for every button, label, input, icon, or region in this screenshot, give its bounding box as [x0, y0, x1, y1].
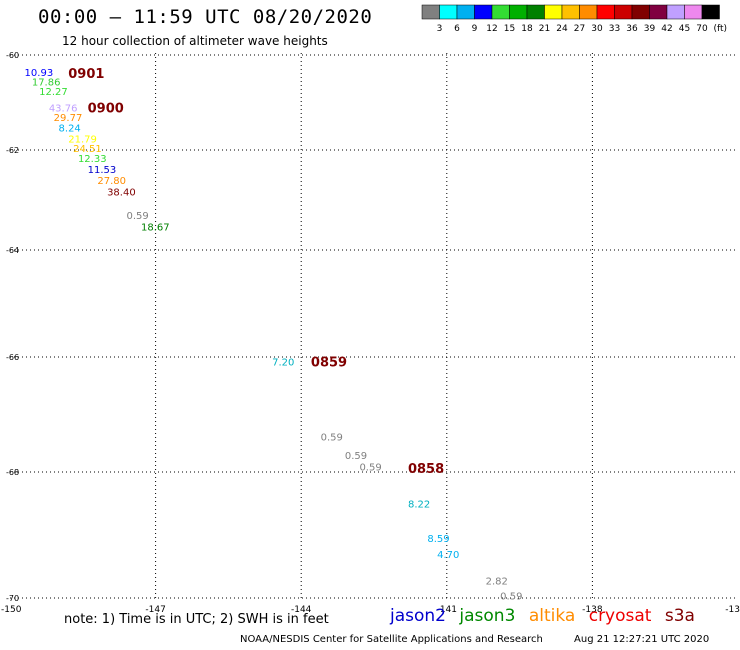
- data-point-label: 4.70: [437, 550, 459, 561]
- data-point-label: 12.27: [39, 87, 68, 98]
- legend-item-jason3: jason3: [459, 606, 516, 626]
- footer-timestamp: Aug 21 12:27:21 UTC 2020: [574, 634, 710, 645]
- x-tick-label: -147: [145, 605, 165, 612]
- x-tick-label: -144: [291, 605, 312, 612]
- data-point-label: 17.86: [32, 78, 61, 89]
- pass-time-label: 0858: [408, 462, 444, 477]
- data-point-label: 0.59: [345, 451, 367, 462]
- footer: NOAA/NESDIS Center for Satellite Applica…: [240, 634, 709, 645]
- data-point-label: 11.53: [88, 165, 117, 176]
- pass-time-label: 0859: [311, 356, 347, 371]
- data-point-label: 0.59: [321, 432, 343, 443]
- data-point-label: 0.59: [126, 211, 148, 222]
- data-point-label: 24.51: [73, 144, 102, 155]
- chart-note: note: 1) Time is in UTC; 2) SWH is in fe…: [64, 612, 329, 627]
- y-tick-label: -60: [6, 51, 19, 60]
- data-point-label: 12.33: [78, 154, 107, 165]
- color-scale-label: 45: [679, 24, 690, 34]
- pass-time-label: 0900: [88, 101, 124, 116]
- data-point-label: 8.22: [408, 500, 430, 511]
- color-scale-bar: 3 6 9 12 15 18 21 24 27 30 33 36 39 42 45 70 (ft): [421, 4, 728, 34]
- chart-plot: -60 -62 -64 -66 -68 -70 -150 -147 -144 -141 -138 -1…: [1, 51, 740, 612]
- satellite-legend: jason2 jason3 altika cryosat s3a: [390, 606, 703, 626]
- data-point-label: 8.24: [59, 124, 81, 135]
- color-scale-unit: (ft): [714, 24, 728, 34]
- color-scale-label: 33: [609, 24, 620, 34]
- data-point-label: 2.82: [486, 576, 508, 587]
- color-scale-label: 39: [644, 24, 656, 34]
- data-point-label: 27.80: [97, 176, 126, 187]
- data-point-label: 21.79: [68, 135, 97, 146]
- color-scale-label: 27: [574, 24, 585, 34]
- color-scale-label: 9: [472, 24, 478, 34]
- data-point-label: 38.40: [107, 188, 136, 199]
- y-tick-label: -66: [6, 353, 19, 362]
- color-scale-label: 6: [454, 24, 460, 34]
- data-point-label: 10.93: [25, 68, 54, 79]
- y-tick-label: -64: [6, 246, 19, 255]
- x-tick-label: -138: [582, 605, 603, 612]
- color-scale-label: 24: [556, 24, 568, 34]
- data-point-label: 29.77: [54, 113, 83, 124]
- y-tick-label: -68: [6, 468, 19, 477]
- chart-title: 00:00 – 11:59 UTC 08/20/2020: [38, 6, 373, 28]
- color-scale-label: 15: [504, 24, 515, 34]
- color-scale-label: 3: [437, 24, 443, 34]
- legend-item-s3a: s3a: [664, 606, 695, 626]
- data-point-label: 0.59: [359, 462, 381, 473]
- data-point-label: 8.59: [427, 534, 449, 545]
- color-scale-label: 21: [539, 24, 550, 34]
- data-point-label: 0.59: [500, 591, 522, 602]
- y-tick-label: -62: [6, 146, 19, 155]
- color-scale-label: 36: [626, 24, 638, 34]
- y-tick-label: -70: [6, 594, 19, 603]
- color-scale-label: 70: [696, 24, 708, 34]
- data-point-label: 7.20: [272, 358, 294, 369]
- color-scale-label: 12: [486, 24, 497, 34]
- color-scale-swatch: [701, 4, 720, 20]
- x-tick-label: -150: [1, 605, 22, 612]
- footer-credit: NOAA/NESDIS Center for Satellite Applica…: [240, 634, 543, 645]
- color-scale-label: 42: [661, 24, 672, 34]
- legend-item-cryosat: cryosat: [588, 606, 652, 626]
- chart-subtitle: 12 hour collection of altimeter wave hei…: [62, 34, 328, 48]
- legend-item-jason2: jason2: [390, 606, 446, 626]
- x-tick-label: -13: [725, 605, 740, 612]
- color-scale-label: 18: [521, 24, 533, 34]
- data-point-label: 18.67: [141, 223, 170, 234]
- pass-time-label: 0901: [68, 67, 104, 82]
- legend-item-altika: altika: [528, 606, 576, 626]
- x-tick-label: -141: [437, 605, 457, 612]
- color-scale-label: 30: [591, 24, 603, 34]
- data-point-label: 43.76: [49, 103, 78, 114]
